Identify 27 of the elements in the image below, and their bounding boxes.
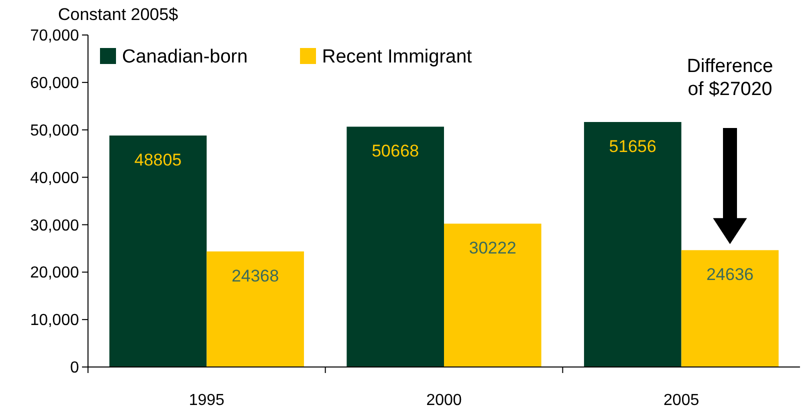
legend-label: Recent Immigrant: [322, 46, 473, 68]
data-label: 24636: [706, 265, 754, 284]
bar: [444, 224, 542, 367]
bar: [109, 136, 207, 367]
x-tick-label: 2005: [664, 392, 700, 409]
legend-label: Canadian-born: [122, 46, 248, 68]
y-tick-label: 60,000: [30, 75, 80, 92]
data-label: 30222: [469, 238, 516, 258]
annotation: Difference of $27020: [686, 56, 774, 100]
x-tick-label: 2000: [426, 392, 462, 409]
data-label: 24368: [232, 266, 279, 286]
x-tick-label: 1995: [188, 392, 225, 409]
bar: [681, 250, 779, 367]
bar: [346, 126, 444, 367]
y-tick-label: 10,000: [30, 312, 80, 330]
bar: [206, 251, 304, 367]
y-tick-label: 40,000: [30, 170, 80, 187]
y-tick-label: 50,000: [30, 122, 80, 140]
y-tick-label: 0: [70, 360, 80, 377]
data-label: 51656: [609, 137, 656, 156]
bar: [584, 122, 682, 367]
y-tick-label: 20,000: [30, 264, 80, 282]
y-tick-label: 30,000: [30, 217, 80, 234]
data-label: 48805: [134, 150, 182, 170]
data-label: 50668: [372, 142, 419, 161]
y-tick-label: 70,000: [30, 28, 80, 45]
y-axis-title: Constant 2005$: [58, 5, 179, 24]
